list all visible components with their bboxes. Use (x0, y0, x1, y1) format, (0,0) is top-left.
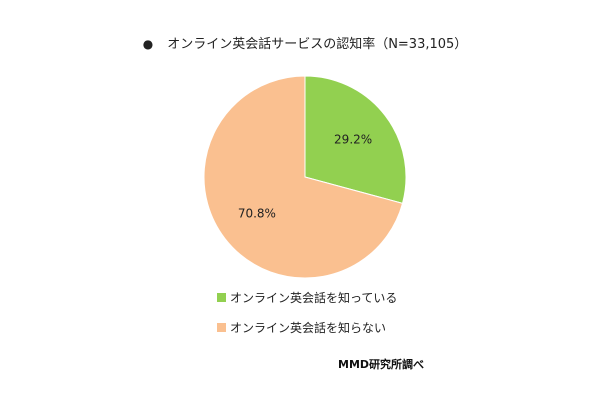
legend-swatch-known (217, 292, 226, 302)
legend: オンライン英会話を知っている オンライン英会話を知らない (217, 288, 397, 348)
pie-slice-unknown (203, 75, 404, 279)
legend-swatch-unknown (217, 322, 226, 332)
pie-label-known: 29.2% (334, 133, 372, 147)
pie-label-unknown: 70.8% (238, 206, 276, 220)
legend-label-unknown: オンライン英会話を知らない (230, 320, 387, 335)
legend-item-known: オンライン英会話を知っている (217, 288, 397, 306)
legend-label-known: オンライン英会話を知っている (230, 290, 398, 305)
chart-title: ● オンライン英会話サービスの認知率（N=33,105） (0, 33, 610, 52)
legend-item-unknown: オンライン英会話を知らない (217, 318, 397, 336)
source-note: MMD研究所調べ (338, 358, 425, 371)
chart-title-text: オンライン英会話サービスの認知率（N=33,105） (167, 37, 468, 52)
title-bullet: ● (142, 37, 154, 51)
pie-slice-known (304, 75, 407, 204)
